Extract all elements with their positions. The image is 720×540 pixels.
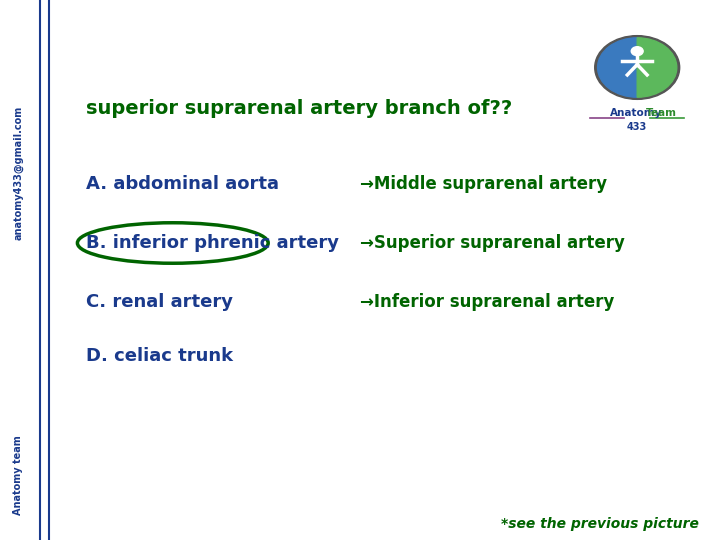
Text: B. inferior phrenic artery: B. inferior phrenic artery [86, 234, 339, 252]
Text: →Inferior suprarenal artery: →Inferior suprarenal artery [360, 293, 614, 312]
Text: C. renal artery: C. renal artery [86, 293, 233, 312]
Text: →Superior suprarenal artery: →Superior suprarenal artery [360, 234, 625, 252]
Wedge shape [637, 38, 677, 97]
Text: *see the previous picture: *see the previous picture [500, 517, 698, 531]
Wedge shape [598, 38, 637, 97]
Circle shape [595, 36, 680, 99]
Text: Anatomy: Anatomy [610, 108, 662, 118]
Text: Team: Team [646, 108, 677, 118]
Text: Anatomy team: Anatomy team [13, 435, 23, 515]
Text: →Middle suprarenal artery: →Middle suprarenal artery [360, 174, 607, 193]
Text: anatomy433@gmail.com: anatomy433@gmail.com [13, 106, 23, 240]
Circle shape [631, 47, 643, 56]
Text: A. abdominal aorta: A. abdominal aorta [86, 174, 279, 193]
Text: superior suprarenal artery branch of??: superior suprarenal artery branch of?? [86, 98, 513, 118]
Text: 433: 433 [627, 122, 647, 132]
Text: D. celiac trunk: D. celiac trunk [86, 347, 233, 366]
